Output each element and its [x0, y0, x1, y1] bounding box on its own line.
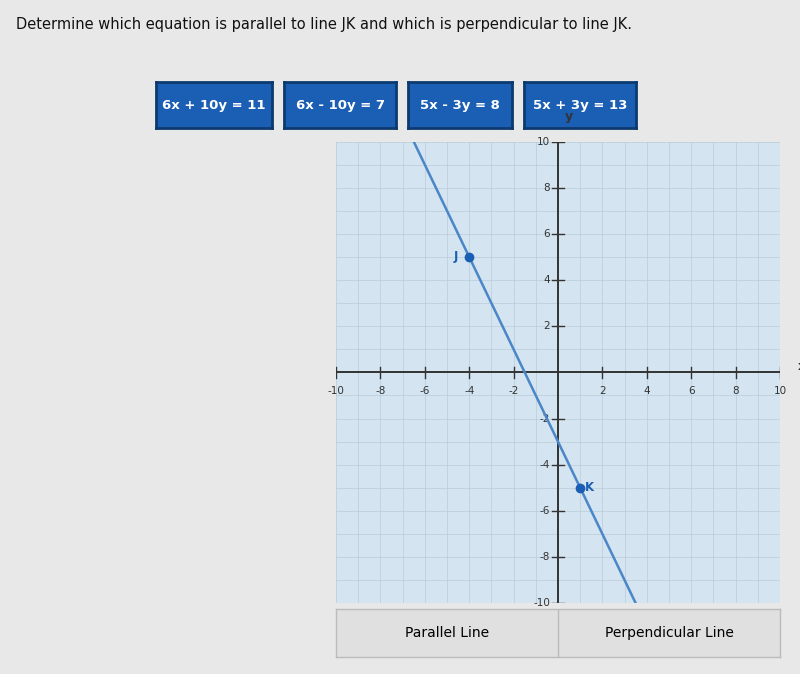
Text: y: y [565, 110, 573, 123]
Text: x: x [798, 360, 800, 373]
Text: 6: 6 [544, 229, 550, 239]
Text: J: J [454, 251, 458, 264]
Text: -10: -10 [534, 599, 550, 608]
Text: 2: 2 [544, 321, 550, 331]
Text: -6: -6 [420, 386, 430, 396]
Text: Parallel Line: Parallel Line [405, 626, 489, 640]
Text: -8: -8 [540, 552, 550, 562]
Text: -10: -10 [327, 386, 345, 396]
Text: 8: 8 [544, 183, 550, 193]
Text: Perpendicular Line: Perpendicular Line [605, 626, 734, 640]
Text: 10: 10 [537, 137, 550, 146]
Text: -8: -8 [375, 386, 386, 396]
Text: K: K [585, 481, 594, 494]
Text: 4: 4 [643, 386, 650, 396]
Text: Determine which equation is parallel to line JK and which is perpendicular to li: Determine which equation is parallel to … [16, 17, 632, 32]
Text: 5x - 3y = 8: 5x - 3y = 8 [420, 98, 500, 112]
Text: 5x + 3y = 13: 5x + 3y = 13 [533, 98, 627, 112]
Text: -4: -4 [464, 386, 474, 396]
Text: 10: 10 [774, 386, 786, 396]
Text: 2: 2 [599, 386, 606, 396]
Text: -2: -2 [540, 414, 550, 423]
Text: 6x - 10y = 7: 6x - 10y = 7 [295, 98, 385, 112]
Text: 4: 4 [544, 275, 550, 285]
Text: 6x + 10y = 11: 6x + 10y = 11 [162, 98, 266, 112]
Text: -6: -6 [540, 506, 550, 516]
Text: -4: -4 [540, 460, 550, 470]
Text: 8: 8 [732, 386, 739, 396]
Text: 6: 6 [688, 386, 694, 396]
Text: -2: -2 [509, 386, 518, 396]
